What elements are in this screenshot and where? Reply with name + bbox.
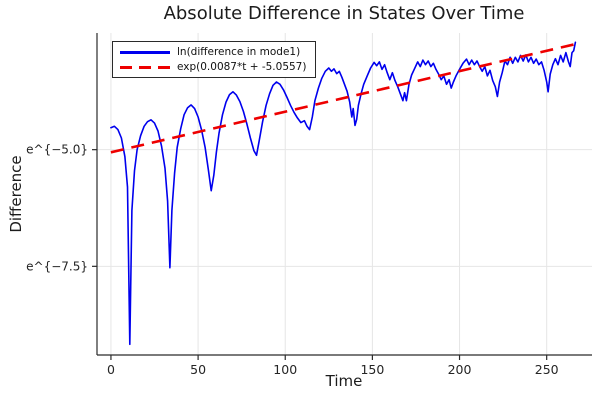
blue-solid-line-sample (120, 50, 170, 54)
x-tick-label: 200 (448, 362, 472, 377)
red-dashed-line-sample (120, 65, 170, 69)
x-tick-label: 250 (535, 362, 559, 377)
legend-label-mode1: ln(difference in mode1) (177, 46, 301, 58)
x-tick-label: 0 (107, 362, 115, 377)
y-tick-label: e^{−7.5} (26, 259, 88, 273)
x-tick-label: 150 (360, 362, 384, 377)
legend: ln(difference in mode1) exp(0.0087*t + -… (112, 41, 317, 78)
x-tick-label: 100 (273, 362, 297, 377)
chart-title: Absolute Difference in States Over Time (163, 3, 525, 24)
legend-label-fit: exp(0.0087*t + -5.0557) (177, 61, 307, 73)
x-axis-label: Time (325, 372, 363, 390)
y-axis-label: Difference (7, 155, 25, 233)
series-mode1-line (110, 41, 577, 346)
x-tick-label: 50 (190, 362, 206, 377)
y-tick-label: e^{−5.0} (26, 143, 88, 157)
series-fit-line (110, 42, 577, 154)
legend-item-mode1: ln(difference in mode1) (120, 46, 306, 58)
legend-item-fit: exp(0.0087*t + -5.0557) (120, 61, 306, 73)
